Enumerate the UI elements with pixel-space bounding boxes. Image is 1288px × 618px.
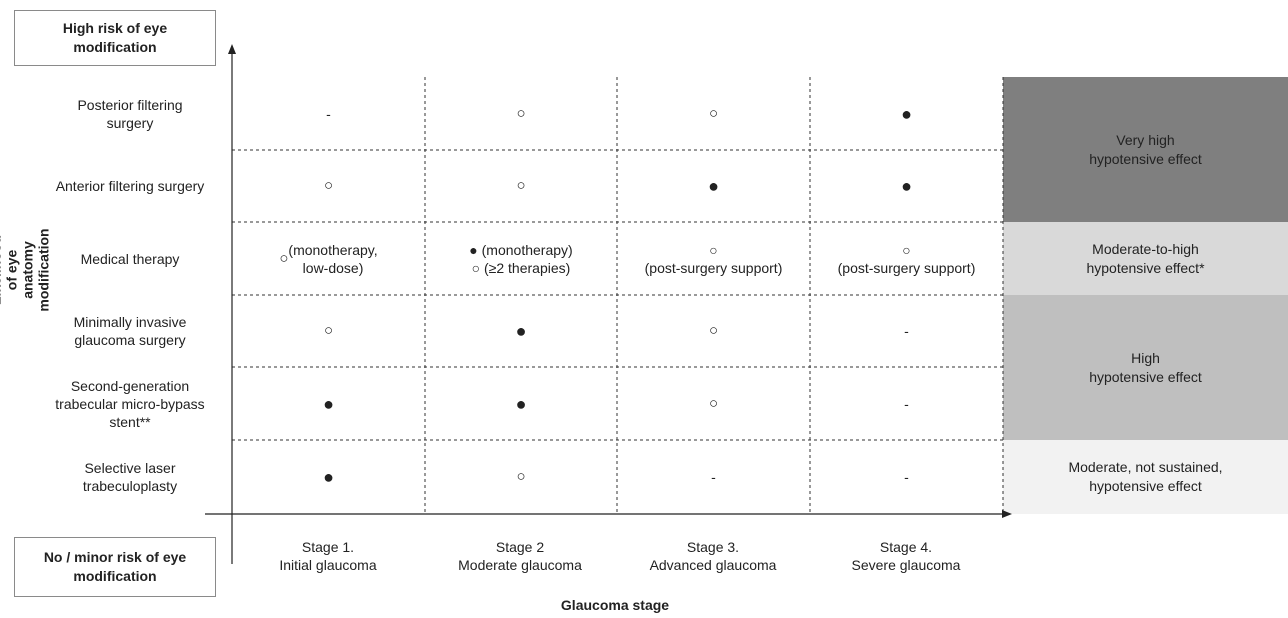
stage-label-3: Stage 3. Advanced glaucoma: [649, 539, 777, 573]
open-circle-icon: ○: [708, 322, 719, 339]
row-label-medical-therapy: Medical therapy: [80, 250, 180, 267]
low-risk-box: No / minor risk of eye modification: [14, 537, 216, 597]
cell-slt-stage4: -: [810, 440, 1003, 514]
open-circle-icon: ○: [516, 468, 526, 485]
cell-migs-stage1: ○: [232, 295, 425, 367]
cell-text: ○ (post-surgery support): [837, 241, 976, 276]
cell-anterior-stage2: ○: [425, 150, 617, 222]
cell-posterior-stage3: ○: [617, 77, 810, 150]
cell-anterior-stage4: ●: [810, 150, 1003, 222]
cell-slt-stage3: -: [617, 440, 810, 514]
dashed-grid: [232, 77, 1004, 514]
y-axis-arrow: [228, 44, 236, 54]
cell-text: ○ (post-surgery support): [644, 241, 783, 276]
cell-slt-stage2: ○: [425, 440, 617, 514]
effect-very-high: Very high hypotensive effect: [1003, 77, 1288, 222]
row-label-stent: Second-generation trabecular micro-bypas…: [55, 377, 205, 430]
row-label-slt: Selective laser trabeculoplasty: [82, 460, 178, 494]
open-circle-icon: ○: [323, 177, 334, 194]
stage-label-2: Stage 2 Moderate glaucoma: [458, 539, 582, 573]
open-circle-icon: ○: [279, 249, 289, 267]
row-label-posterior-filtering: Posterior filtering surgery: [77, 96, 183, 131]
cell-text: -: [711, 469, 716, 485]
cell-stent-stage2: ●: [425, 367, 617, 440]
cell-medical-stage4: ○ (post-surgery support): [810, 222, 1003, 295]
open-circle-icon: ○: [323, 322, 334, 339]
filled-circle-icon: ●: [323, 393, 334, 414]
cell-text: -: [326, 105, 331, 122]
cell-medical-stage2: ● (monotherapy) ○ (≥2 therapies): [425, 222, 617, 295]
effect-moderate-not-sustained-label: Moderate, not sustained, hypotensive eff…: [1068, 459, 1223, 494]
cell-posterior-stage1: -: [232, 77, 425, 150]
open-circle-icon: ○: [516, 104, 526, 122]
cell-anterior-stage1: ○: [232, 150, 425, 222]
cell-stent-stage3: ○: [617, 367, 810, 440]
cell-posterior-stage2: ○: [425, 77, 617, 150]
stage-label-4: Stage 4. Severe glaucoma: [851, 539, 961, 573]
cell-text: -: [904, 323, 909, 339]
row-label-migs: Minimally invasive glaucoma surgery: [73, 314, 187, 348]
cell-medical-stage1: ○ (monotherapy, low-dose): [232, 222, 425, 295]
effect-high: High hypotensive effect: [1003, 295, 1288, 440]
effect-moderate-not-sustained: Moderate, not sustained, hypotensive eff…: [1003, 440, 1288, 514]
effect-high-label: High hypotensive effect: [1089, 349, 1202, 385]
cell-text: -: [904, 469, 909, 485]
cell-slt-stage1: ●: [232, 440, 425, 514]
high-risk-label: High risk of eye modification: [62, 20, 168, 55]
filled-circle-icon: ●: [901, 176, 912, 196]
cell-text: -: [904, 395, 909, 412]
effect-moderate-to-high: Moderate-to-high hypotensive effect*: [1003, 222, 1288, 295]
open-circle-icon: ○: [708, 394, 719, 412]
x-axis-label: Glaucoma stage: [560, 597, 670, 613]
cell-migs-stage3: ○: [617, 295, 810, 367]
filled-circle-icon: ●: [708, 176, 719, 196]
x-axis-arrow: [1002, 510, 1012, 518]
effect-moderate-to-high-label: Moderate-to-high hypotensive effect*: [1086, 240, 1205, 276]
low-risk-label: No / minor risk of eye modification: [43, 549, 187, 584]
cell-posterior-stage4: ●: [810, 77, 1003, 150]
filled-circle-icon: ●: [515, 393, 527, 414]
open-circle-icon: ○: [516, 177, 526, 194]
high-risk-box: High risk of eye modification: [14, 10, 216, 66]
cell-stent-stage1: ●: [232, 367, 425, 440]
filled-circle-icon: ●: [323, 467, 334, 487]
cell-migs-stage2: ●: [425, 295, 617, 367]
cell-stent-stage4: -: [810, 367, 1003, 440]
cell-text: ● (monotherapy) ○ (≥2 therapies): [469, 241, 573, 276]
filled-circle-icon: ●: [515, 321, 527, 341]
filled-circle-icon: ●: [901, 103, 912, 124]
cell-migs-stage4: -: [810, 295, 1003, 367]
effect-very-high-label: Very high hypotensive effect: [1089, 131, 1202, 167]
open-circle-icon: ○: [708, 104, 719, 122]
cell-anterior-stage3: ●: [617, 150, 810, 222]
cell-text: (monotherapy, low-dose): [288, 241, 378, 276]
cell-medical-stage3: ○ (post-surgery support): [617, 222, 810, 295]
stage-label-1: Stage 1. Initial glaucoma: [279, 539, 377, 573]
row-label-anterior-filtering: Anterior filtering surgery: [55, 178, 205, 194]
